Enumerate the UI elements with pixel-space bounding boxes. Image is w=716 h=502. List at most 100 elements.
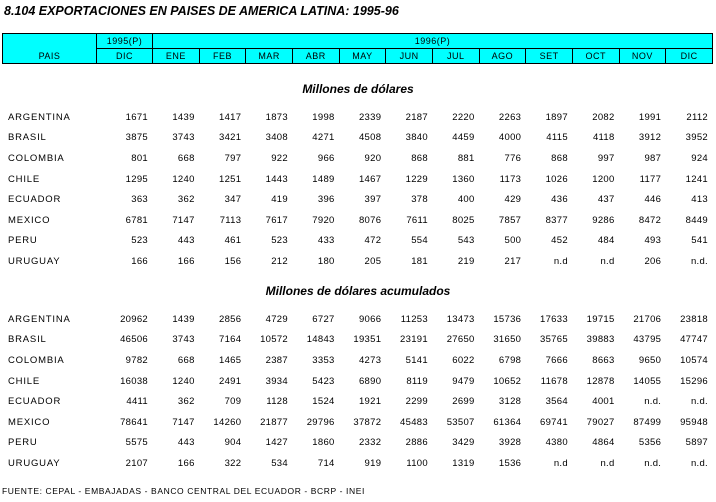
- value-cell: 1873: [265, 111, 288, 123]
- value-cell: 1319: [452, 457, 475, 469]
- value-cell: 5897: [685, 437, 708, 449]
- value-cell: 1200: [592, 173, 615, 185]
- value-cell: 20962: [120, 313, 149, 325]
- value-cell: 709: [224, 396, 242, 408]
- value-cell: 443: [177, 437, 195, 449]
- value-cell: 4864: [592, 437, 615, 449]
- value-cell: 1251: [218, 173, 242, 185]
- value-cell: 2112: [686, 111, 708, 123]
- country-cell: ECUADOR: [8, 194, 62, 206]
- value-cell: 53507: [446, 416, 475, 428]
- value-cell: 6798: [498, 354, 522, 366]
- value-cell: 4380: [545, 437, 568, 449]
- value-cell: 21706: [633, 313, 662, 325]
- value-cell: n.d.: [644, 396, 662, 408]
- value-cell: n.d: [553, 255, 568, 267]
- table-row: MEXICO 78641 7147 14260 21877 29796 37872 45483…: [2, 412, 712, 433]
- value-cell: 7857: [498, 214, 522, 226]
- value-cell: 2107: [125, 457, 149, 469]
- value-cell: 2299: [405, 396, 428, 408]
- value-cell: 1465: [218, 354, 242, 366]
- country-cell: PERU: [8, 235, 38, 247]
- country-cell: CHILE: [8, 375, 40, 387]
- value-cell: 924: [691, 152, 708, 164]
- value-cell: 14260: [213, 416, 242, 428]
- value-cell: 7147: [172, 214, 195, 226]
- value-cell: 8119: [406, 375, 428, 387]
- value-cell: 156: [224, 255, 242, 267]
- value-cell: 347: [224, 194, 242, 206]
- table-row: CHILE 16038 1240 2491 3934 5423 6890 8119 9479 10…: [2, 371, 712, 392]
- table-row: ARGENTINA 1671 1439 1417 1873 1998 2339 2187 222…: [2, 107, 712, 128]
- country-cell: MEXICO: [8, 214, 51, 226]
- value-cell: 881: [457, 152, 475, 164]
- value-cell: 1921: [358, 396, 382, 408]
- value-cell: 904: [224, 437, 242, 449]
- value-cell: 541: [691, 235, 708, 247]
- value-cell: 1998: [312, 111, 335, 123]
- month-header: DIC: [96, 48, 153, 64]
- month-header: MAR: [245, 48, 293, 64]
- month-header: NOV: [618, 48, 667, 64]
- value-cell: 3743: [172, 334, 195, 346]
- value-cell: 2263: [498, 111, 522, 123]
- value-cell: 10574: [680, 354, 708, 366]
- value-cell: 4000: [498, 132, 522, 144]
- value-cell: 543: [457, 235, 475, 247]
- value-cell: 5141: [405, 354, 428, 366]
- value-cell: 166: [131, 255, 149, 267]
- value-cell: 46506: [120, 334, 149, 346]
- table-row: ECUADOR 4411 362 709 1128 1524 1921 2299 2699 312…: [2, 391, 712, 412]
- country-cell: COLOMBIA: [8, 354, 65, 366]
- value-cell: 443: [177, 235, 195, 247]
- value-cell: 922: [271, 152, 288, 164]
- value-cell: 166: [177, 255, 195, 267]
- country-cell: ECUADOR: [8, 396, 62, 408]
- value-cell: 1173: [499, 173, 522, 185]
- value-cell: 5575: [125, 437, 149, 449]
- value-cell: 714: [317, 457, 335, 469]
- value-cell: 1439: [172, 313, 195, 325]
- value-cell: 79027: [586, 416, 615, 428]
- value-cell: n.d.: [690, 457, 708, 469]
- value-cell: 3421: [218, 132, 242, 144]
- country-cell: BRASIL: [8, 132, 47, 144]
- value-cell: 363: [131, 194, 149, 206]
- value-cell: 219: [457, 255, 475, 267]
- value-cell: 5356: [638, 437, 662, 449]
- value-cell: 1467: [358, 173, 382, 185]
- value-cell: 437: [597, 194, 615, 206]
- table-row: PERU 523 443 461 523 433 472 554 543 500 452 484 493…: [2, 231, 712, 252]
- page-title: 8.104 EXPORTACIONES EN PAISES DE AMERICA…: [4, 4, 399, 18]
- month-header: DIC: [665, 48, 714, 64]
- value-cell: 8663: [592, 354, 615, 366]
- value-cell: 11678: [540, 375, 568, 387]
- value-cell: 2699: [452, 396, 475, 408]
- value-cell: 554: [411, 235, 428, 247]
- value-cell: 452: [551, 235, 568, 247]
- value-cell: 7617: [265, 214, 288, 226]
- country-cell: BRASIL: [8, 334, 47, 346]
- value-cell: 1240: [172, 375, 195, 387]
- value-cell: 668: [177, 354, 195, 366]
- value-cell: n.d: [600, 457, 615, 469]
- value-cell: 362: [177, 396, 195, 408]
- value-cell: n.d: [553, 457, 568, 469]
- value-cell: 1489: [312, 173, 335, 185]
- value-cell: 776: [504, 152, 522, 164]
- value-cell: 14843: [306, 334, 335, 346]
- value-cell: 2220: [452, 111, 475, 123]
- value-cell: 29796: [306, 416, 335, 428]
- value-cell: 3875: [125, 132, 149, 144]
- value-cell: 8449: [685, 214, 708, 226]
- year-1995-header: 1995(P): [96, 33, 153, 49]
- value-cell: 436: [551, 194, 568, 206]
- value-cell: 1439: [172, 111, 195, 123]
- value-cell: 27650: [446, 334, 475, 346]
- section-title-millones: Millones de dólares: [302, 82, 414, 96]
- value-cell: 429: [504, 194, 522, 206]
- value-cell: 15296: [680, 375, 708, 387]
- value-cell: 3564: [545, 396, 568, 408]
- value-cell: 1860: [312, 437, 335, 449]
- value-cell: 1240: [172, 173, 195, 185]
